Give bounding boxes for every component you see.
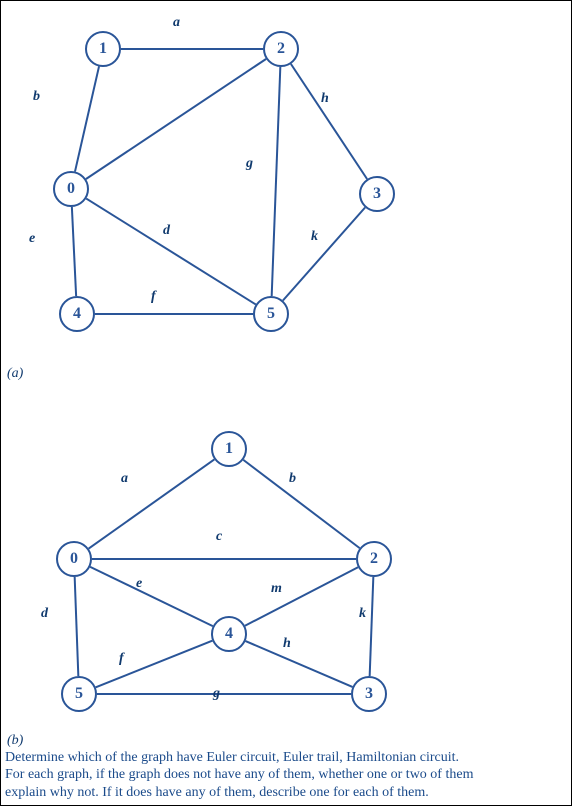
edge bbox=[96, 641, 213, 688]
edge-label: a bbox=[121, 471, 128, 487]
graph-node: 0 bbox=[56, 541, 92, 577]
edge-label: c bbox=[216, 529, 222, 545]
edge-label: f bbox=[119, 651, 124, 667]
question-line-2: For each graph, if the graph does not ha… bbox=[5, 767, 473, 782]
graph-node: 5 bbox=[61, 676, 97, 712]
edge-label: h bbox=[283, 636, 291, 652]
edge-label: d bbox=[41, 606, 48, 622]
edge bbox=[75, 67, 99, 172]
edge-label: m bbox=[271, 581, 282, 597]
part-label-a: (a) bbox=[7, 366, 23, 382]
edge bbox=[245, 567, 358, 625]
edge-label: b bbox=[289, 471, 296, 487]
page: abghdefk120345 (a) abcdemkfhg102453 (b) … bbox=[0, 0, 572, 806]
edge bbox=[72, 207, 76, 296]
graph-node: 3 bbox=[359, 176, 395, 212]
edge-label: a bbox=[173, 15, 180, 31]
question-line-1: Determine which of the graph have Euler … bbox=[5, 750, 459, 765]
edge-label: k bbox=[359, 606, 366, 622]
edge bbox=[75, 577, 79, 676]
edge bbox=[246, 641, 353, 687]
graph-node: 4 bbox=[211, 616, 247, 652]
edge-label: f bbox=[151, 289, 156, 305]
edge bbox=[272, 67, 281, 296]
graph-a: a b g h d e f k 1 2 0 3 4 5 bbox=[1, 1, 572, 351]
graph-node: 5 bbox=[253, 296, 289, 332]
edge-label: b bbox=[33, 89, 40, 105]
edge bbox=[283, 207, 365, 300]
edge-label: g bbox=[213, 686, 220, 702]
edge-label: e bbox=[136, 576, 142, 592]
edge-label: k bbox=[311, 229, 318, 245]
edge bbox=[370, 577, 374, 676]
graph-node: 2 bbox=[263, 31, 299, 67]
edge-label: e bbox=[29, 231, 35, 247]
question-text: Determine which of the graph have Euler … bbox=[5, 749, 567, 802]
graph-node: 4 bbox=[59, 296, 95, 332]
edge bbox=[291, 64, 367, 179]
graph-node: 0 bbox=[53, 171, 89, 207]
edge-label: h bbox=[321, 91, 329, 107]
graph-node: 3 bbox=[351, 676, 387, 712]
edge bbox=[243, 460, 359, 548]
graph-b: a b c d e m k f h g 1 0 2 4 5 3 bbox=[1, 401, 572, 731]
edge bbox=[89, 459, 215, 548]
question-line-3: explain why not. If it does have any of … bbox=[5, 785, 429, 800]
edge bbox=[90, 567, 213, 626]
edge bbox=[86, 199, 255, 305]
part-label-b: (b) bbox=[7, 733, 23, 749]
edge-label: g bbox=[246, 156, 253, 172]
edge bbox=[86, 59, 266, 179]
edge-label: d bbox=[163, 223, 170, 239]
graph-node: 1 bbox=[85, 31, 121, 67]
graph-node: 2 bbox=[356, 541, 392, 577]
graph-node: 1 bbox=[211, 431, 247, 467]
